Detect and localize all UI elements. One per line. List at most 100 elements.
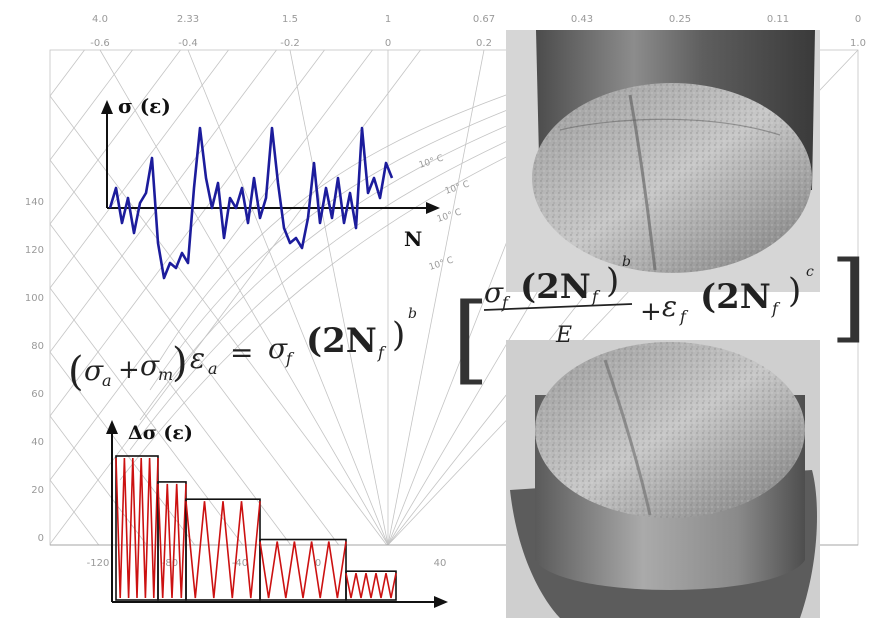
top-tick-r1: 2.33 — [177, 14, 199, 25]
curve-label: 10° C — [444, 180, 471, 197]
left-tick: 20 — [31, 485, 44, 496]
top-tick-r2: 0 — [385, 38, 391, 49]
block-x-arrow — [434, 596, 448, 608]
grid-diag-up-1 — [49, 49, 133, 161]
svg-text:a: a — [102, 371, 112, 390]
left-tick: 60 — [31, 389, 44, 400]
left-tick: 100 — [25, 293, 44, 304]
svg-text:(: ( — [68, 349, 84, 395]
grid-curve-0 — [119, 149, 521, 481]
top-tick-r2: -0.4 — [178, 38, 198, 49]
svg-text:): ) — [392, 315, 405, 355]
svg-text:f: f — [377, 343, 387, 362]
load-cycles-1 — [157, 483, 187, 599]
svg-text:(2N: (2N — [306, 321, 377, 361]
grid-ray-0 — [99, 49, 389, 546]
top-tick-r1: 0 — [855, 14, 861, 25]
specimen-photo-top — [506, 30, 820, 292]
left-tick: 80 — [31, 341, 44, 352]
curve-label: 10° C — [418, 154, 445, 171]
load-block-4 — [345, 570, 397, 601]
block-y-arrow — [106, 420, 118, 434]
svg-text:[: [ — [452, 283, 489, 395]
top-tick-r1: 4.0 — [92, 14, 108, 25]
svg-text:=: = — [230, 336, 253, 369]
svg-text:+: + — [118, 355, 140, 385]
svg-text:a: a — [208, 359, 218, 378]
grid-curve-1 — [129, 134, 521, 451]
svg-text:σ: σ — [140, 349, 160, 382]
top-tick-r1: 0.25 — [669, 14, 691, 25]
svg-text:(2N: (2N — [700, 277, 771, 317]
bottom-tick: 40 — [434, 558, 447, 569]
strain-life-equation: ( σ a + σ m ) ε a = σ f (2N f ) b [ σ f … — [68, 241, 867, 395]
specimen-photo-bottom — [506, 340, 820, 618]
signal-series-line — [108, 126, 394, 280]
top-tick-r2: -0.2 — [280, 38, 300, 49]
top-tick-r1: 1.5 — [282, 14, 298, 25]
svg-text:ε: ε — [190, 342, 205, 375]
grid-diag-2 — [49, 223, 292, 546]
signal-y-arrow — [101, 100, 113, 114]
svg-text:f: f — [771, 299, 781, 318]
block-y-label: Δσ (ε) — [128, 422, 193, 444]
grid-ray-1 — [187, 49, 389, 546]
svg-text:m: m — [158, 365, 173, 384]
svg-text:σ: σ — [268, 332, 288, 365]
top-tick-r1: 0.67 — [473, 14, 495, 25]
grid-diag-6 — [49, 479, 100, 546]
top-tick-r2: 1.0 — [850, 38, 866, 49]
bottom-tick-labels: -120 -80 -40 0 40 — [87, 558, 447, 569]
left-tick: 0 — [38, 533, 44, 544]
top-tick-r1: 1 — [385, 14, 391, 25]
bottom-tick: 0 — [315, 558, 321, 569]
bottom-tick: -40 — [232, 558, 248, 569]
load-cycles-4 — [345, 573, 397, 599]
grid-ray-2 — [289, 49, 389, 546]
load-cycles-0 — [115, 457, 159, 599]
svg-text:σ: σ — [84, 354, 104, 387]
block-series — [115, 455, 397, 601]
svg-text:]: ] — [830, 241, 867, 353]
top-tick-r1: 0.43 — [571, 14, 593, 25]
grid-diag-up-4 — [49, 49, 277, 353]
load-cycles-3 — [259, 541, 347, 599]
svg-text:): ) — [172, 340, 188, 386]
grid-ray-4 — [387, 49, 485, 546]
grid-curve-4 — [159, 89, 521, 361]
svg-text:f: f — [285, 349, 295, 368]
grid-diag-up-2 — [49, 49, 181, 225]
top-tick-r2: 0.2 — [476, 38, 492, 49]
grid-curve-2 — [139, 119, 521, 421]
svg-text:f: f — [591, 287, 601, 306]
grid-diag-up-5 — [49, 49, 325, 417]
grid-diag-up-7 — [49, 49, 421, 545]
svg-text:f: f — [501, 293, 511, 312]
svg-text:E: E — [555, 323, 572, 348]
svg-text:c: c — [806, 264, 814, 280]
svg-text:): ) — [606, 261, 619, 301]
grid-diag-up-6 — [49, 49, 373, 481]
grid-diag-3 — [49, 287, 244, 546]
svg-text:σ: σ — [484, 276, 504, 309]
grid-diag-up-3 — [49, 49, 229, 289]
svg-text:b: b — [622, 254, 631, 270]
left-tick: 40 — [31, 437, 44, 448]
curve-label: 10° C — [436, 208, 463, 225]
svg-text:): ) — [788, 271, 801, 311]
svg-text:ε: ε — [662, 290, 677, 323]
top-tick-r1: 0.11 — [767, 14, 789, 25]
signal-plot: σ (ε) N — [101, 94, 440, 280]
left-tick: 140 — [25, 197, 44, 208]
svg-text:b: b — [408, 306, 417, 322]
svg-text:(2N: (2N — [520, 267, 591, 307]
load-block-3 — [259, 538, 347, 601]
signal-y-label: σ (ε) — [118, 94, 171, 118]
load-cycles-2 — [185, 501, 261, 599]
svg-text:+: + — [640, 297, 662, 327]
top-tick-labels-row1: 4.0 2.33 1.5 1 0.67 0.43 0.25 0.11 0 — [92, 14, 861, 25]
top-tick-r2: -0.6 — [90, 38, 110, 49]
signal-x-label: N — [404, 227, 422, 251]
svg-text:f: f — [679, 307, 689, 326]
